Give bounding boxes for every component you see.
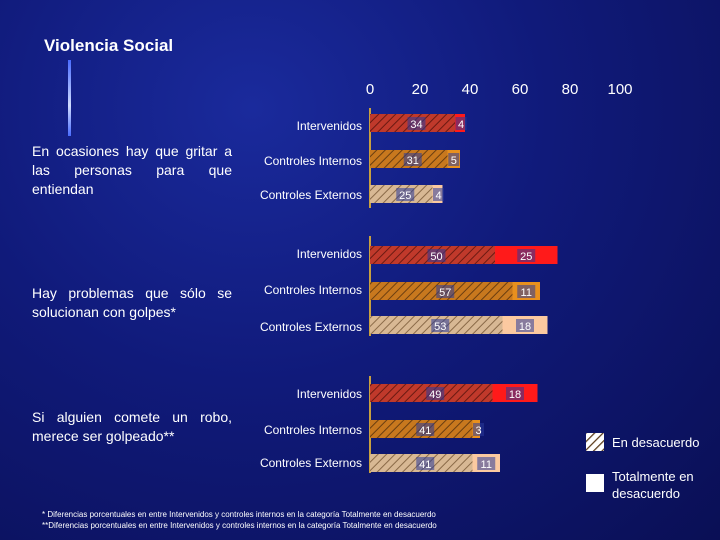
data-label-bg <box>416 457 435 470</box>
data-label-bg <box>517 249 536 262</box>
category-label: Controles Externos <box>260 456 362 470</box>
category-label: Controles Internos <box>264 423 362 437</box>
data-label-bg <box>477 457 496 470</box>
statement-1: En ocasiones hay que gritar a las person… <box>32 143 232 197</box>
data-label: 25 <box>399 190 411 202</box>
category-label: Controles Internos <box>264 154 362 168</box>
category-label: Controles Internos <box>264 283 362 297</box>
data-label-bg <box>427 249 446 262</box>
data-label-bg <box>416 423 435 436</box>
data-label: 25 <box>520 251 532 263</box>
data-label-bg <box>407 117 426 130</box>
data-label: 11 <box>481 459 492 471</box>
data-label: 31 <box>407 155 419 167</box>
data-label: 50 <box>430 251 442 263</box>
data-label: 4 <box>458 119 464 131</box>
data-label: 49 <box>429 389 441 401</box>
data-label: 3 <box>475 425 481 437</box>
footnote-2: **Diferencias porcentuales en entre Inte… <box>42 521 437 530</box>
footnote-1: * Diferencias porcentuales en entre Inte… <box>42 510 436 519</box>
data-label: 5 <box>451 155 457 167</box>
data-label-bg <box>506 387 524 400</box>
x-tick-label: 60 <box>512 81 529 98</box>
category-label: Controles Externos <box>260 320 362 334</box>
data-label-bg <box>396 188 415 201</box>
data-label-bg <box>473 423 484 436</box>
decorative-line <box>68 60 71 136</box>
data-label-bg <box>426 387 445 400</box>
data-label-bg <box>431 319 450 332</box>
legend-label-disagree: En desacuerdo <box>612 435 700 450</box>
data-label-bg <box>433 188 444 201</box>
data-label-bg <box>517 285 536 298</box>
data-label: 11 <box>521 287 532 299</box>
statement-3: Si alguien comete un robo, merece ser go… <box>32 409 232 444</box>
category-label: Intervenidos <box>297 247 362 261</box>
legend-label-totally: Totalmente en desacuerdo <box>612 469 694 501</box>
data-label-bg <box>455 117 467 130</box>
data-label: 41 <box>419 459 431 471</box>
data-label-bg <box>436 285 455 298</box>
data-label-bg <box>403 153 422 166</box>
data-label: 41 <box>419 425 431 437</box>
category-label: Intervenidos <box>297 387 362 401</box>
category-label: Intervenidos <box>297 119 362 133</box>
x-tick-label: 20 <box>412 81 429 98</box>
x-tick-label: 40 <box>462 81 479 98</box>
page-title: Violencia Social <box>44 36 174 55</box>
statement-2: Hay problemas que sólo se solucionan con… <box>32 285 232 320</box>
data-label: 57 <box>439 287 451 299</box>
data-label: 18 <box>509 389 521 401</box>
data-label-bg <box>516 319 534 332</box>
data-label-bg <box>448 153 460 166</box>
x-tick-label: 100 <box>607 81 632 98</box>
data-label: 4 <box>435 190 441 202</box>
x-tick-label: 0 <box>366 81 374 98</box>
data-label: 18 <box>519 321 531 333</box>
category-label: Controles Externos <box>260 188 362 202</box>
x-tick-label: 80 <box>562 81 579 98</box>
data-label: 53 <box>434 321 446 333</box>
data-label: 34 <box>410 119 422 131</box>
